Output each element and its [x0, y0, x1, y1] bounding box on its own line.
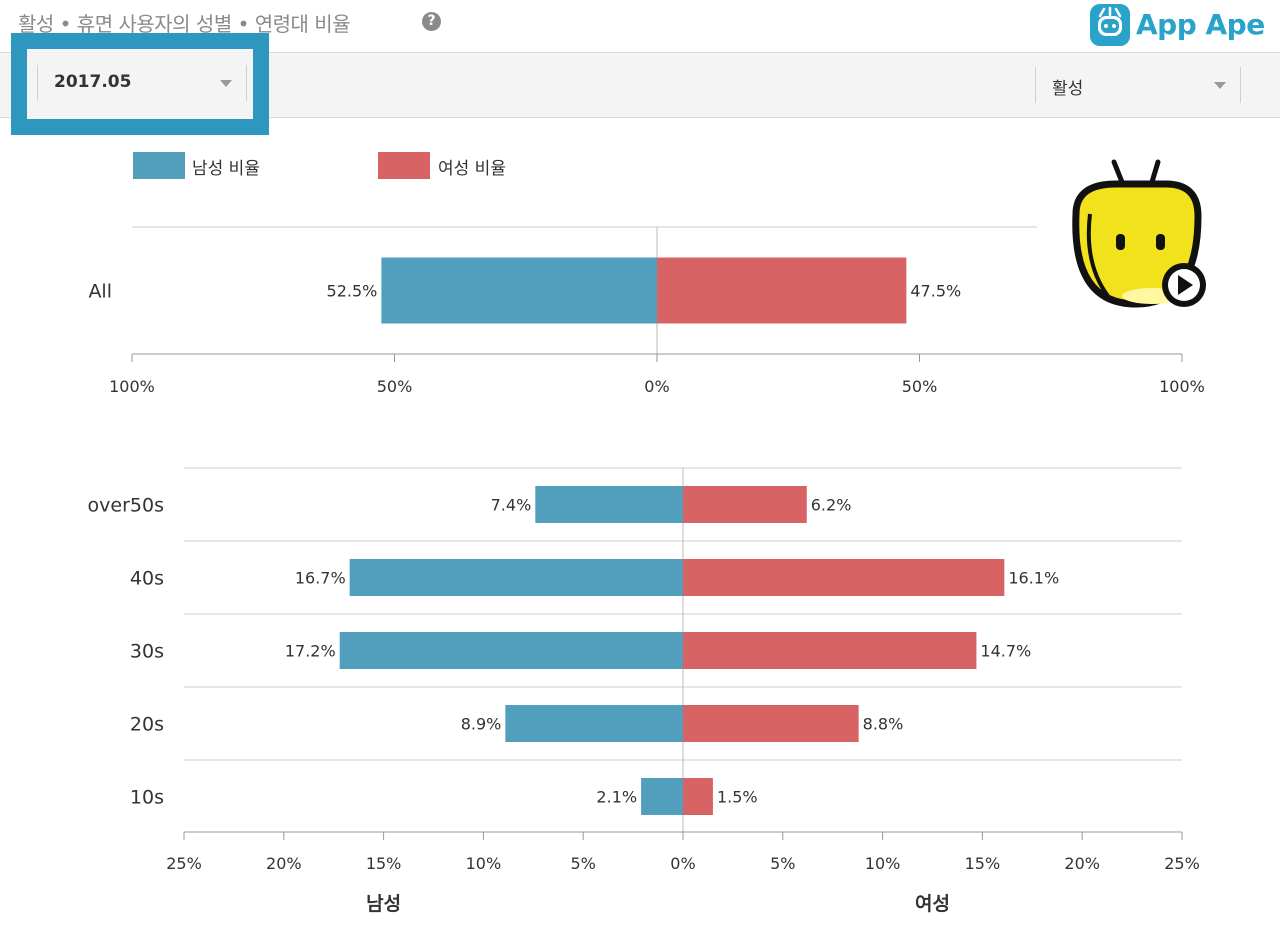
category-label: over50s	[88, 495, 164, 517]
category-label: 20s	[130, 714, 164, 736]
data-label-female: 6.2%	[811, 496, 852, 515]
data-label-female: 8.8%	[863, 715, 904, 734]
data-label-male: 16.7%	[295, 569, 346, 588]
legend-label-male: 남성 비율	[192, 159, 260, 179]
category-label: All	[88, 281, 112, 303]
x-tick-label: 0%	[670, 854, 695, 873]
legend-swatch-female	[378, 152, 430, 179]
chevron-down-icon	[220, 80, 232, 87]
help-icon[interactable]: ?	[422, 12, 441, 31]
bar-female	[683, 705, 859, 742]
chevron-down-icon	[1214, 82, 1226, 89]
bar-female	[683, 486, 807, 523]
x-tick-label: 20%	[1064, 854, 1100, 873]
data-label-male: 7.4%	[491, 496, 532, 515]
x-tick-label: 15%	[366, 854, 402, 873]
x-tick-label: 50%	[902, 377, 938, 396]
data-label-male: 52.5%	[327, 282, 378, 301]
bar-male	[381, 257, 657, 324]
category-label: 10s	[130, 787, 164, 809]
bar-female	[683, 778, 713, 815]
category-label: 40s	[130, 568, 164, 590]
x-tick-label: 25%	[1164, 854, 1200, 873]
bar-male	[349, 559, 683, 596]
bar-male	[505, 705, 683, 742]
page-title: 활성 • 휴면 사용자의 성별 • 연령대 비율	[18, 12, 351, 36]
x-tick-label: 10%	[865, 854, 901, 873]
x-tick-label: 100%	[1159, 377, 1205, 396]
x-tick-label: 5%	[770, 854, 795, 873]
data-label-male: 17.2%	[285, 642, 336, 661]
app-ape-logo-icon	[1090, 4, 1130, 46]
date-select[interactable]: 2017.05	[37, 65, 247, 101]
data-label-female: 14.7%	[980, 642, 1031, 661]
category-label: 30s	[130, 641, 164, 663]
x-tick-label: 5%	[571, 854, 596, 873]
x-axis-title-female: 여성	[915, 893, 950, 915]
x-tick-label: 20%	[266, 854, 302, 873]
data-label-male: 2.1%	[596, 788, 637, 807]
data-label-male: 8.9%	[461, 715, 502, 734]
x-axis-title-male: 남성	[366, 893, 401, 915]
user-type-select-value: 활성	[1052, 79, 1084, 99]
data-label-female: 16.1%	[1008, 569, 1059, 588]
x-tick-label: 10%	[466, 854, 502, 873]
x-tick-label: 0%	[644, 377, 669, 396]
bar-male	[339, 632, 683, 669]
user-type-select[interactable]: 활성	[1035, 67, 1241, 103]
legend-label-female: 여성 비율	[438, 159, 506, 179]
date-select-value: 2017.05	[54, 72, 132, 92]
bar-female	[683, 559, 1005, 596]
title-bar: 활성 • 휴면 사용자의 성별 • 연령대 비율 ? App Ape	[0, 0, 1280, 52]
x-tick-label: 50%	[377, 377, 413, 396]
logo-text: App Ape	[1136, 8, 1265, 41]
x-tick-label: 15%	[965, 854, 1001, 873]
x-tick-label: 100%	[109, 377, 155, 396]
legend-swatch-male	[133, 152, 185, 179]
data-label-female: 47.5%	[910, 282, 961, 301]
mascot-icon	[1072, 159, 1206, 308]
bar-male	[641, 778, 683, 815]
app-ape-logo: App Ape	[1088, 2, 1268, 48]
bar-female	[657, 257, 907, 324]
x-tick-label: 25%	[166, 854, 202, 873]
bar-male	[535, 486, 683, 523]
bar-female	[683, 632, 977, 669]
data-label-female: 1.5%	[717, 788, 758, 807]
